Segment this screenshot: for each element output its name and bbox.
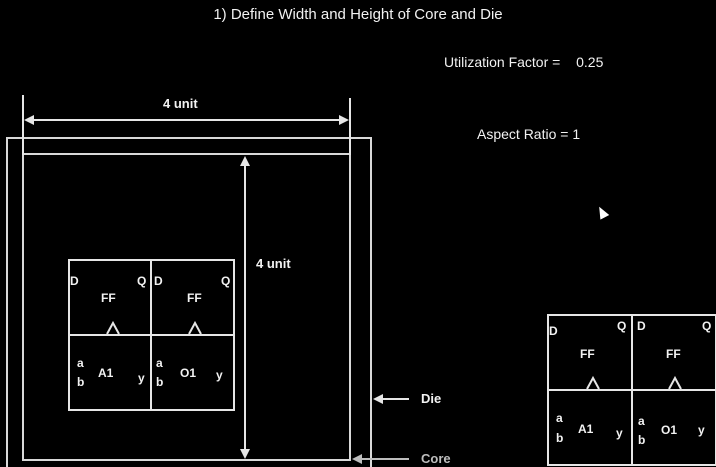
width-dimension-arrow [22,95,351,155]
ff-d-pin: D [154,274,163,288]
page-title: 1) Define Width and Height of Core and D… [213,6,503,23]
and-y-pin: y [616,426,623,440]
or-name: O1 [661,423,678,437]
and-y-pin: y [138,371,145,385]
die-label: Die [421,391,442,406]
ff-d-pin: D [70,274,79,288]
ff-name: FF [187,291,202,305]
die-box [6,137,372,467]
ff-q-pin: Q [221,274,231,288]
or-name: O1 [180,366,197,380]
or-a-pin: a [156,356,163,370]
utilization-factor-label: Utilization Factor = [444,54,561,70]
ff-name: FF [666,347,681,361]
cell-group-in-core [68,259,235,411]
ff-q-pin: Q [702,319,712,333]
or-y-pin: y [698,423,705,437]
height-dimension-arrow [240,156,250,459]
or-b-pin: b [156,375,164,389]
and-name: A1 [578,422,594,436]
ff-q-pin: Q [617,319,627,333]
and-b-pin: b [77,375,85,389]
and-b-pin: b [556,431,564,445]
core-label: Core [421,451,451,466]
and-name: A1 [98,366,114,380]
ff-d-pin: D [637,319,646,333]
ff-name: FF [580,347,595,361]
and-a-pin: a [556,411,563,425]
core-box [22,153,351,461]
utilization-factor-value: 0.25 [576,54,604,70]
die-pointer-arrow [373,394,409,404]
aspect-ratio-value: 1 [572,126,581,142]
width-label: 4 unit [163,96,198,111]
cell-group-standalone [547,314,716,466]
or-y-pin: y [216,368,223,382]
core-pointer-arrow [352,454,409,464]
and-a-pin: a [77,356,84,370]
aspect-ratio-label: Aspect Ratio = [477,126,569,142]
aspect-ratio: Aspect Ratio = 1 [477,126,580,142]
or-b-pin: b [638,433,646,447]
ff-d-pin: D [549,324,558,338]
or-a-pin: a [638,414,645,428]
utilization-factor: Utilization Factor = 0.25 [444,54,603,70]
ff-q-pin: Q [137,274,147,288]
ff-name: FF [101,291,116,305]
height-label: 4 unit [256,256,291,271]
